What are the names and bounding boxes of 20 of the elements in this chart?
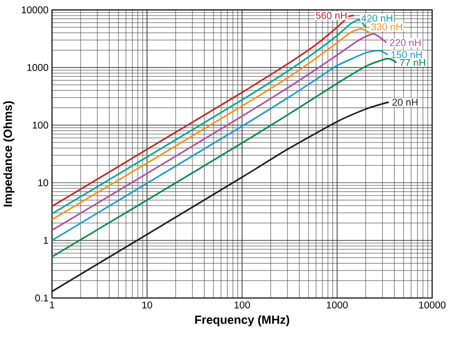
y-tick-label: 10000 [22, 6, 48, 14]
y-tick-label: 100 [32, 122, 48, 129]
x-axis-title: Frequency (MHz) [195, 315, 290, 326]
x-tick-label: 10000 [419, 302, 446, 309]
series-label: 77 nH [400, 59, 426, 66]
x-tick-label: 1000 [326, 302, 348, 309]
series-label: 150 nH [392, 51, 422, 58]
x-tick-label: 100 [234, 302, 250, 309]
x-tick-label: 1 [50, 302, 54, 308]
series-label: 560 nH [316, 12, 347, 20]
series-label: 330 nH [371, 24, 402, 31]
series-label: 20 nH [392, 98, 418, 106]
x-tick-label: 10 [142, 302, 152, 309]
series-label: 220 nH [390, 39, 421, 46]
y-tick-label: 1000 [27, 64, 48, 72]
y-tick-label: 0.1 [35, 294, 48, 302]
y-axis-title: Impedance (Ohms) [3, 101, 14, 207]
series-label: 420 nH [361, 14, 392, 22]
y-tick-label: 10 [38, 179, 48, 186]
y-tick-label: 1 [44, 237, 48, 244]
